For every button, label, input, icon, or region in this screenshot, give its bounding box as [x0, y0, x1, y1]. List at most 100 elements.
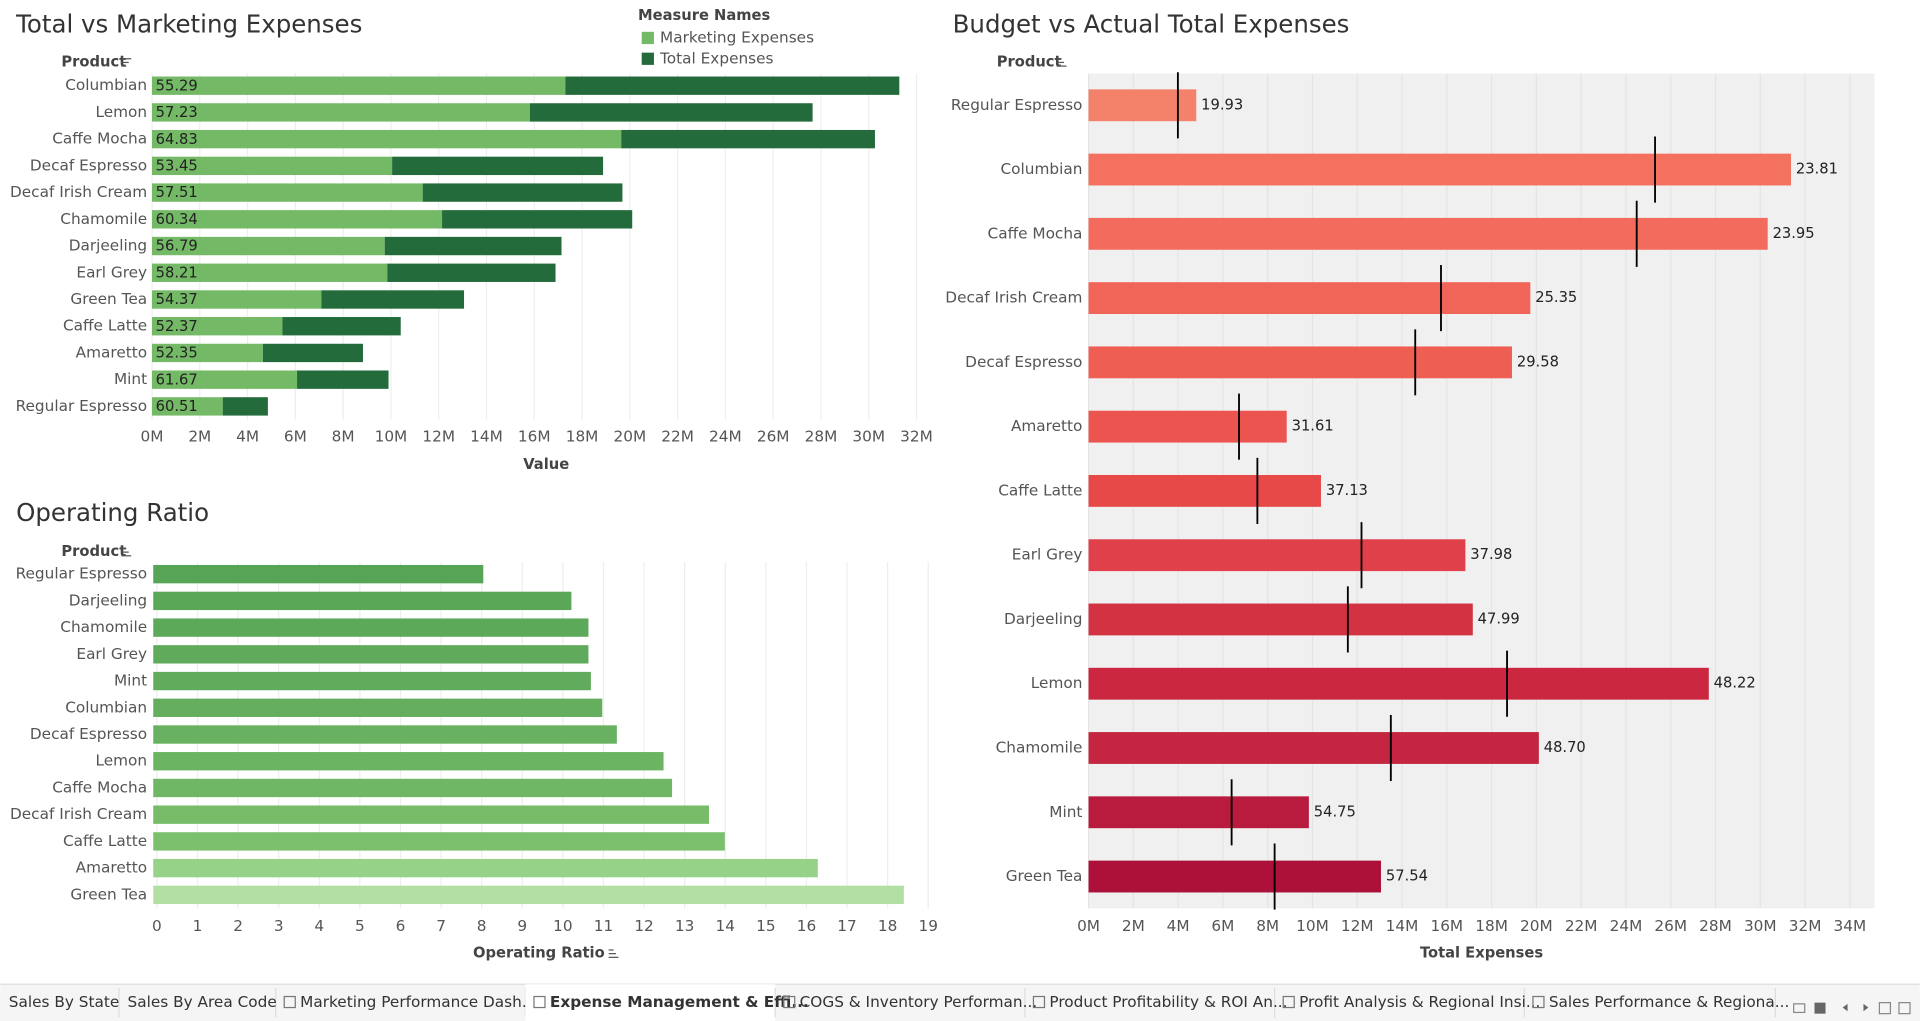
- bar-segment: [152, 343, 263, 363]
- tab-label[interactable]: Product Profitability & ROI An...: [1049, 993, 1287, 1011]
- tab-label[interactable]: Sales Performance & Regiona...: [1549, 993, 1790, 1011]
- category-label: Caffe Latte: [63, 832, 147, 850]
- category-label: Decaf Irish Cream: [10, 183, 147, 201]
- legend-swatch[interactable]: [641, 52, 654, 65]
- category-label: Amaretto: [1011, 417, 1082, 435]
- x-tick-label: 16: [797, 917, 816, 935]
- x-tick-label: 26M: [757, 428, 790, 446]
- bar: [1088, 89, 1197, 122]
- x-tick-label: 24M: [1610, 917, 1643, 935]
- legend-label[interactable]: Total Expenses: [659, 49, 774, 67]
- bar: [1088, 796, 1309, 829]
- category-label: Lemon: [95, 752, 147, 770]
- x-tick-label: 18M: [566, 428, 599, 446]
- bar: [1088, 603, 1473, 636]
- bar-segment: [384, 236, 562, 256]
- bar-label: 64.83: [156, 131, 198, 148]
- bar: [153, 671, 591, 691]
- bar-segment: [152, 317, 283, 336]
- x-tick-label: 0M: [1077, 917, 1100, 935]
- tab-label[interactable]: COGS & Inventory Performan...: [800, 993, 1038, 1011]
- category-label: Decaf Espresso: [30, 156, 147, 174]
- x-axis-title: Value: [523, 456, 569, 473]
- category-label: Darjeeling: [69, 237, 147, 255]
- category-label: Caffe Latte: [63, 317, 147, 335]
- category-label: Regular Espresso: [16, 397, 148, 415]
- row-header: Product: [997, 53, 1062, 70]
- bar-label: 57.23: [156, 104, 198, 121]
- category-label: Chamomile: [60, 210, 147, 228]
- bar-label: 48.70: [1544, 739, 1586, 756]
- x-tick-label: 4M: [1167, 917, 1190, 935]
- bar-segment: [152, 210, 443, 229]
- x-tick-label: 20M: [1520, 917, 1553, 935]
- bar-label: 55.29: [156, 77, 198, 94]
- x-tick-label: 14M: [1386, 917, 1419, 935]
- legend-label[interactable]: Marketing Expenses: [660, 28, 814, 46]
- x-tick-label: 22M: [661, 428, 694, 446]
- category-label: Caffe Mocha: [988, 224, 1083, 242]
- x-tick-label: 7: [436, 917, 446, 935]
- active-tab[interactable]: [525, 984, 776, 1021]
- bar: [1088, 474, 1321, 507]
- category-label: Earl Grey: [76, 645, 147, 663]
- x-tick-label: 18M: [1475, 917, 1508, 935]
- bar: [1088, 282, 1531, 315]
- x-tick-label: 26M: [1654, 917, 1687, 935]
- category-label: Caffe Latte: [998, 481, 1082, 499]
- bar-segment: [282, 317, 401, 336]
- bar-label: 57.51: [156, 184, 198, 201]
- bar: [153, 618, 589, 637]
- bar: [153, 752, 664, 771]
- x-tick-label: 0: [152, 917, 162, 935]
- x-tick-label: 10M: [1296, 917, 1329, 935]
- tab-label[interactable]: Sales By Area Code: [128, 993, 277, 1011]
- bar-label: 29.58: [1517, 353, 1559, 370]
- category-label: Lemon: [1031, 674, 1083, 692]
- tab-label[interactable]: Expense Management & Effi...: [550, 993, 809, 1011]
- bar: [153, 858, 818, 878]
- bar-segment: [152, 76, 566, 95]
- bar-label: 54.75: [1314, 803, 1356, 820]
- category-label: Columbian: [65, 76, 147, 94]
- x-tick-label: 12M: [1341, 917, 1374, 935]
- bar-segment: [222, 397, 268, 416]
- x-tick-label: 13: [675, 917, 694, 935]
- tab-controls[interactable]: [1793, 1002, 1911, 1015]
- x-tick-label: 12M: [422, 428, 455, 446]
- bar: [153, 698, 603, 717]
- x-tick-label: 6: [396, 917, 406, 935]
- row-header: Product: [61, 543, 126, 560]
- bar-label: 23.81: [1796, 161, 1838, 178]
- bar-segment: [152, 236, 385, 256]
- category-label: Decaf Irish Cream: [945, 289, 1082, 307]
- bar-label: 52.35: [156, 345, 198, 362]
- tab-label[interactable]: Sales By State: [9, 993, 119, 1011]
- x-tick-label: 24M: [709, 428, 742, 446]
- bar: [153, 832, 725, 851]
- row-header: Product: [61, 53, 126, 70]
- sort-icons: [121, 58, 1067, 958]
- bar: [153, 645, 589, 664]
- x-tick-label: 8: [477, 917, 487, 935]
- bar-label: 48.22: [1714, 675, 1756, 692]
- category-label: Mint: [1049, 803, 1082, 821]
- bar: [1088, 153, 1791, 186]
- bar: [153, 885, 904, 905]
- x-tick-label: 4: [314, 917, 324, 935]
- category-label: Mint: [114, 370, 147, 388]
- tab-icon: [283, 995, 296, 1009]
- tab-label[interactable]: Marketing Performance Dash...: [300, 993, 536, 1011]
- bar-label: 52.37: [156, 318, 198, 335]
- x-tick-label: 17: [837, 917, 856, 935]
- x-tick-label: 1: [193, 917, 203, 935]
- bar-segment: [152, 183, 423, 202]
- tab-label[interactable]: Profit Analysis & Regional Insi...: [1299, 993, 1540, 1011]
- legend-swatch[interactable]: [641, 31, 654, 45]
- category-label: Green Tea: [70, 290, 147, 308]
- category-label: Chamomile: [996, 738, 1083, 756]
- bar-label: 61.67: [156, 371, 198, 388]
- category-label: Mint: [114, 672, 147, 690]
- bar-segment: [621, 129, 875, 149]
